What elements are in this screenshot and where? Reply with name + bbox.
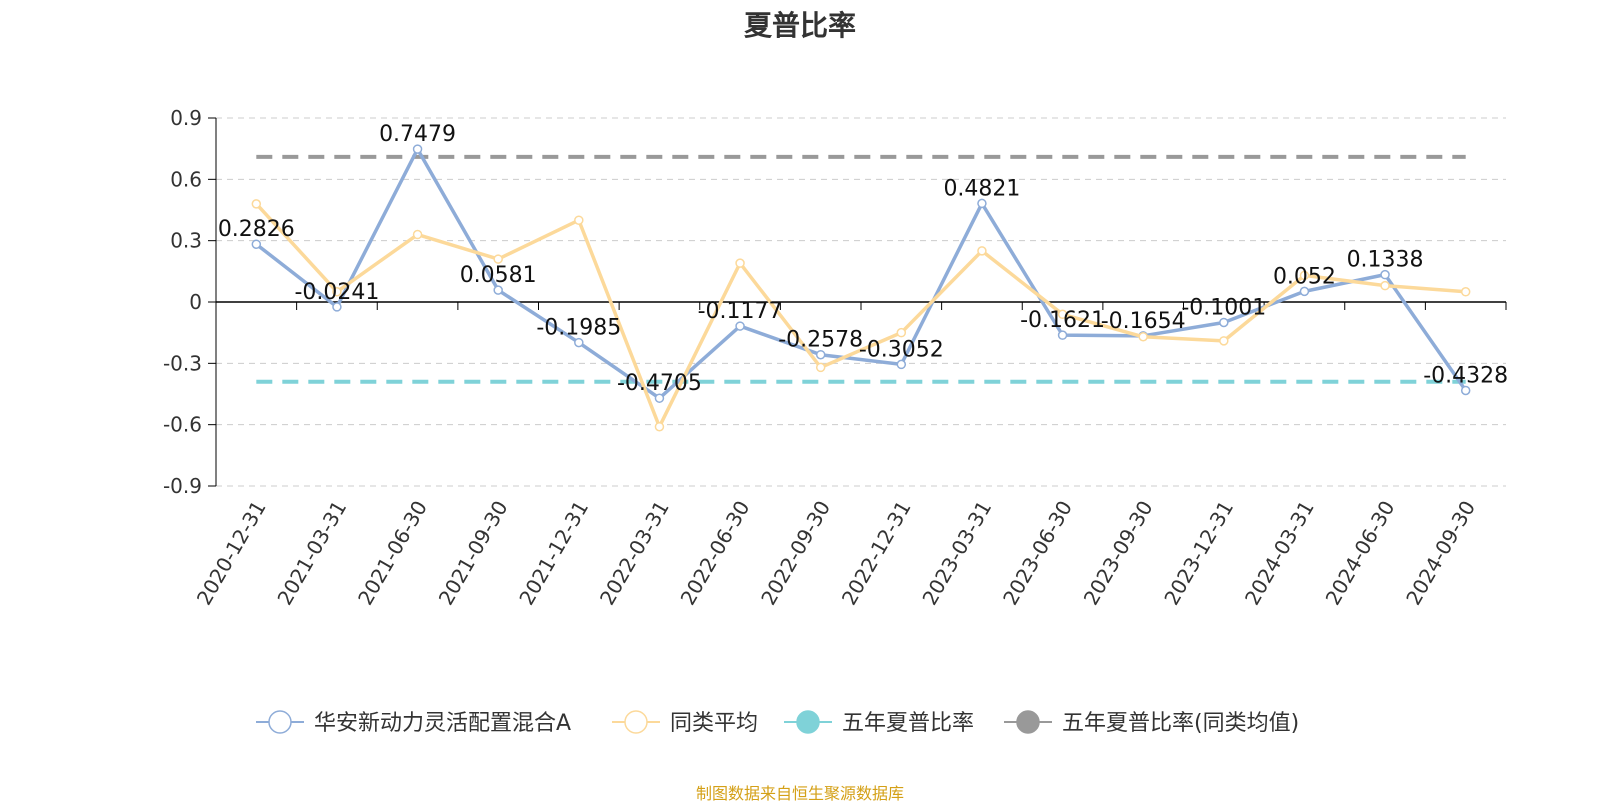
data-point xyxy=(493,254,503,264)
data-label: 0.2826 xyxy=(218,217,295,242)
x-tick-label: 2024-09-30 xyxy=(1401,497,1480,610)
x-tick-label: 2024-06-30 xyxy=(1320,497,1399,610)
data-point xyxy=(574,215,584,225)
y-tick-label: -0.6 xyxy=(163,413,202,437)
x-tick-label: 2023-09-30 xyxy=(1079,497,1158,610)
data-label: -0.2578 xyxy=(778,328,863,353)
series-line-peer-average xyxy=(255,202,1466,429)
data-point xyxy=(1138,332,1148,342)
data-label: 0.1338 xyxy=(1347,248,1424,273)
data-point xyxy=(1460,287,1471,297)
data-point xyxy=(1380,269,1390,280)
data-point xyxy=(1299,270,1310,281)
data-point xyxy=(1057,309,1068,320)
legend-swatch-marker xyxy=(268,710,292,734)
data-point xyxy=(1219,317,1229,328)
data-point xyxy=(977,198,987,209)
data-point xyxy=(654,393,665,403)
data-label: 0.4821 xyxy=(943,176,1020,201)
data-labels-layer: 0.2826 -0.0241 0.7479 0.0581 -0.1985 -0.4705 -… xyxy=(218,122,1508,396)
data-point xyxy=(1299,286,1310,297)
x-tick-label: 2023-12-31 xyxy=(1159,497,1238,610)
y-tick-label: 0.6 xyxy=(170,167,202,191)
data-point xyxy=(654,421,665,432)
x-tick-label: 2021-12-31 xyxy=(514,497,593,610)
series-layer xyxy=(251,144,1471,432)
legend-item[interactable]: 华安新动力灵活配置混合A xyxy=(256,710,571,736)
x-tick-label: 2021-03-31 xyxy=(272,497,351,610)
data-point xyxy=(412,229,423,240)
source-note: 制图数据来自恒生聚源数据库 xyxy=(695,784,904,803)
legend-swatch-marker xyxy=(796,710,820,734)
x-tick-label: 2021-06-30 xyxy=(353,497,432,610)
data-label: -0.1654 xyxy=(1101,309,1186,334)
x-tick-label: 2024-03-31 xyxy=(1240,497,1319,610)
legend-label: 五年夏普比率(同类均值) xyxy=(1062,711,1299,736)
data-label: -0.1001 xyxy=(1181,295,1266,320)
legend-swatch-marker xyxy=(1016,710,1040,734)
data-label: 0.7479 xyxy=(379,122,456,147)
data-point xyxy=(332,287,342,297)
x-tick-label: 2020-12-31 xyxy=(192,497,271,610)
legend-label: 华安新动力灵活配置混合A xyxy=(314,711,571,736)
x-tick-label: 2022-12-31 xyxy=(837,497,916,610)
grid-layer xyxy=(216,117,1506,487)
data-label: -0.4328 xyxy=(1423,363,1508,388)
legend[interactable]: 华安新动力灵活配置混合A 同类平均 五年夏普比率 五年夏普比率(同类均值) xyxy=(256,710,1299,736)
legend-swatch-marker xyxy=(624,710,648,734)
data-label: -0.1621 xyxy=(1020,308,1105,333)
data-label: -0.0241 xyxy=(294,280,379,305)
legend-item[interactable]: 五年夏普比率 xyxy=(784,710,974,736)
data-point xyxy=(1057,330,1068,340)
data-point xyxy=(896,327,907,338)
data-label: -0.1985 xyxy=(536,316,621,341)
legend-item[interactable]: 五年夏普比率(同类均值) xyxy=(1004,710,1299,736)
y-tick-label: 0.3 xyxy=(170,229,202,253)
data-point xyxy=(574,337,584,348)
data-point xyxy=(1380,280,1390,291)
legend-label: 五年夏普比率 xyxy=(842,711,974,736)
data-point xyxy=(977,246,987,256)
x-tick-label: 2023-06-30 xyxy=(998,497,1077,610)
y-tick-label: -0.3 xyxy=(163,351,202,375)
data-point xyxy=(251,239,262,249)
data-point xyxy=(896,359,907,370)
x-tick-label: 2023-03-31 xyxy=(917,497,996,610)
y-tick-label: 0.9 xyxy=(170,106,202,130)
data-point xyxy=(815,349,826,360)
data-point xyxy=(815,362,826,373)
data-point xyxy=(1219,336,1229,346)
data-point xyxy=(735,321,745,331)
data-label: -0.4705 xyxy=(617,371,702,396)
data-point xyxy=(1460,385,1471,396)
data-point xyxy=(412,144,423,154)
y-tick-label: 0 xyxy=(189,290,202,314)
data-label: 0.0581 xyxy=(460,263,537,288)
chart-title: 夏普比率 xyxy=(743,9,856,42)
x-tick-label: 2022-03-31 xyxy=(595,497,674,610)
legend-item[interactable]: 同类平均 xyxy=(612,710,758,736)
data-point xyxy=(332,302,342,312)
data-label: -0.3052 xyxy=(859,337,944,362)
data-label: -0.1177 xyxy=(698,299,783,324)
data-label: 0.052 xyxy=(1273,264,1336,289)
data-point xyxy=(493,285,503,295)
data-point xyxy=(251,199,262,209)
y-tick-label: -0.9 xyxy=(163,474,202,498)
legend-label: 同类平均 xyxy=(670,711,758,736)
x-tick-label: 2022-09-30 xyxy=(756,497,835,610)
x-tick-label: 2021-09-30 xyxy=(434,497,513,610)
data-point xyxy=(735,258,745,268)
reference-lines-layer xyxy=(256,154,1466,384)
x-tick-label: 2022-06-30 xyxy=(675,497,754,610)
